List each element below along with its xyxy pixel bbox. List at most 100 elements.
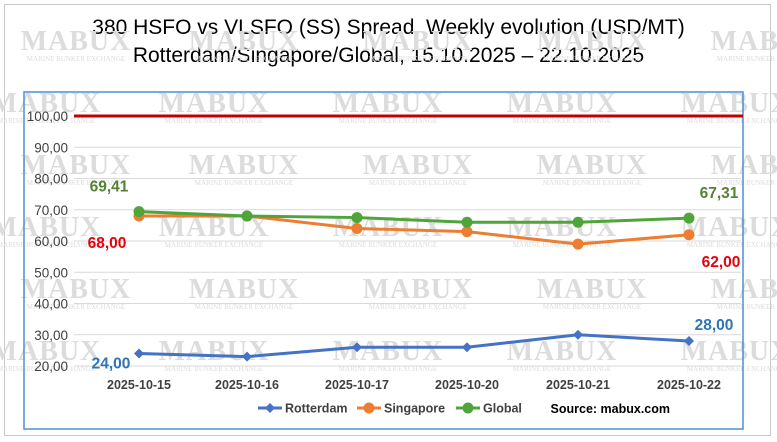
x-axis-ticks: 2025-10-15 2025-10-16 2025-10-17 2025-10-20… <box>107 378 721 392</box>
rotterdam-series <box>134 329 694 362</box>
watermark-tagline: MARINE BUNKER EXCHANGE <box>339 365 437 373</box>
y-tick-label: 50,00 <box>34 265 68 280</box>
x-tick-label: 2025-10-17 <box>325 378 389 392</box>
watermark-tagline: MARINE BUNKER EXCHANGE <box>339 117 437 125</box>
chart-title-line2: Rotterdam/Singapore/Global, 15.10.2025 –… <box>132 44 645 67</box>
global-end-label: 67,31 <box>700 185 739 202</box>
chart-frame <box>4 4 771 436</box>
series-layer <box>133 206 695 362</box>
global-point <box>462 402 474 414</box>
source-label: Source: mabux.com <box>551 402 670 416</box>
rotterdam-point <box>684 336 694 346</box>
singapore-point <box>351 223 363 234</box>
watermark-brand: MABUX <box>0 336 101 367</box>
watermark-tagline: MARINE BUNKER EXCHANGE <box>165 241 263 249</box>
rotterdam-point <box>462 342 472 353</box>
watermark-brand: MABUX <box>363 26 474 57</box>
global-point <box>461 216 473 228</box>
data-labels: 24,00 28,00 68,00 62,00 69,41 67,31 <box>88 179 741 373</box>
watermark-brand: MABUX <box>0 212 101 243</box>
watermark-brand: MABUX <box>21 150 132 181</box>
watermark-brand: MABUX <box>711 274 777 305</box>
x-tick-label: 2025-10-22 <box>657 378 721 392</box>
watermark-brand: MABUX <box>507 88 618 119</box>
watermark-tagline: MARINE BUNKER EXCHANGE <box>369 179 467 187</box>
x-tick-label: 2025-10-16 <box>215 378 279 392</box>
watermark-tagline: MARINE BUNKER EXCHANGE <box>717 55 777 63</box>
plot-area-border <box>23 91 744 430</box>
global-start-label: 69,41 <box>90 179 129 196</box>
watermark-brand: MABUX <box>363 274 474 305</box>
watermark-tagline: MARINE BUNKER EXCHANGE <box>339 241 437 249</box>
watermark-brand: MABUX <box>159 336 270 367</box>
watermark-tagline: MARINE BUNKER EXCHANGE <box>195 179 293 187</box>
y-tick-label: 60,00 <box>34 234 68 249</box>
watermark-brand: MABUX <box>21 274 132 305</box>
watermark-brand: MABUX <box>537 26 648 57</box>
watermark-tagline: MARINE BUNKER EXCHANGE <box>543 179 641 187</box>
watermark-tagline: MARINE BUNKER EXCHANGE <box>369 55 467 63</box>
watermark-tagline: MARINE BUNKER EXCHANGE <box>195 303 293 311</box>
legend: Rotterdam Singapore Global <box>258 402 522 416</box>
watermark-brand: MABUX <box>681 88 777 119</box>
legend-label: Singapore <box>384 402 445 416</box>
watermark-brand: MABUX <box>189 150 300 181</box>
x-tick-label: 2025-10-15 <box>107 378 171 392</box>
watermark-tagline: MARINE BUNKER EXCHANGE <box>369 303 467 311</box>
watermark-tagline: MARINE BUNKER EXCHANGE <box>717 303 777 311</box>
rotterdam-start-label: 24,00 <box>92 356 131 373</box>
global-point <box>351 212 363 224</box>
watermark-tagline: MARINE BUNKER EXCHANGE <box>165 117 263 125</box>
watermark-tagline: MARINE BUNKER EXCHANGE <box>687 365 777 373</box>
legend-label: Global <box>483 402 522 416</box>
watermark-brand: MABUX <box>189 26 300 57</box>
watermark-tagline: MARINE BUNKER EXCHANGE <box>717 179 777 187</box>
rotterdam-point <box>242 351 252 362</box>
legend-item-global: Global <box>456 402 522 416</box>
singapore-point <box>363 402 375 414</box>
watermark-tagline: MARINE BUNKER EXCHANGE <box>0 365 95 373</box>
rotterdam-line <box>138 333 690 359</box>
chart-title-line1: 380 HSFO vs VLSFO (SS) Spread, Weekly ev… <box>92 16 685 39</box>
singapore-point <box>572 238 584 250</box>
rotterdam-point <box>265 403 275 413</box>
global-point <box>133 206 145 218</box>
rotterdam-point <box>573 329 583 340</box>
watermark-brand: MABUX <box>537 150 648 181</box>
watermark-tagline: MARINE BUNKER EXCHANGE <box>165 365 263 373</box>
watermark-brand: MABUX <box>189 274 300 305</box>
legend-label: Rotterdam <box>285 402 348 416</box>
watermark-tagline: MARINE BUNKER EXCHANGE <box>27 55 125 63</box>
watermark-brand: MABUX <box>333 336 444 367</box>
y-tick-label: 90,00 <box>34 140 68 155</box>
global-point <box>683 212 695 224</box>
y-tick-label: 100,00 <box>27 109 68 124</box>
watermark-tagline: MARINE BUNKER EXCHANGE <box>0 241 95 249</box>
global-series <box>133 206 695 228</box>
rotterdam-point <box>352 342 362 353</box>
x-tick-label: 2025-10-20 <box>435 378 499 392</box>
watermark-tagline: MARINE BUNKER EXCHANGE <box>195 55 293 63</box>
watermark-tagline: MARINE BUNKER EXCHANGE <box>27 303 125 311</box>
watermark-brand: MABUX <box>711 150 777 181</box>
singapore-start-label: 68,00 <box>88 235 127 252</box>
watermark-tagline: MARINE BUNKER EXCHANGE <box>543 303 641 311</box>
watermark-tagline: MARINE BUNKER EXCHANGE <box>0 117 95 125</box>
watermark-brand: MABUX <box>537 274 648 305</box>
watermark-tagline: MARINE BUNKER EXCHANGE <box>543 55 641 63</box>
watermark-tagline: MARINE BUNKER EXCHANGE <box>687 241 777 249</box>
watermark-brand: MABUX <box>363 150 474 181</box>
legend-item-singapore: Singapore <box>357 402 445 416</box>
global-point <box>572 216 584 228</box>
singapore-point <box>683 229 695 241</box>
y-tick-label: 20,00 <box>34 359 68 374</box>
x-tick-label: 2025-10-21 <box>546 378 610 392</box>
global-line <box>138 210 690 224</box>
y-tick-label: 30,00 <box>34 328 68 343</box>
chart-title: 380 HSFO vs VLSFO (SS) Spread, Weekly ev… <box>0 14 777 70</box>
watermark-brand: MABUX <box>711 26 777 57</box>
rotterdam-point <box>134 348 144 359</box>
watermark-brand: MABUX <box>681 212 777 243</box>
